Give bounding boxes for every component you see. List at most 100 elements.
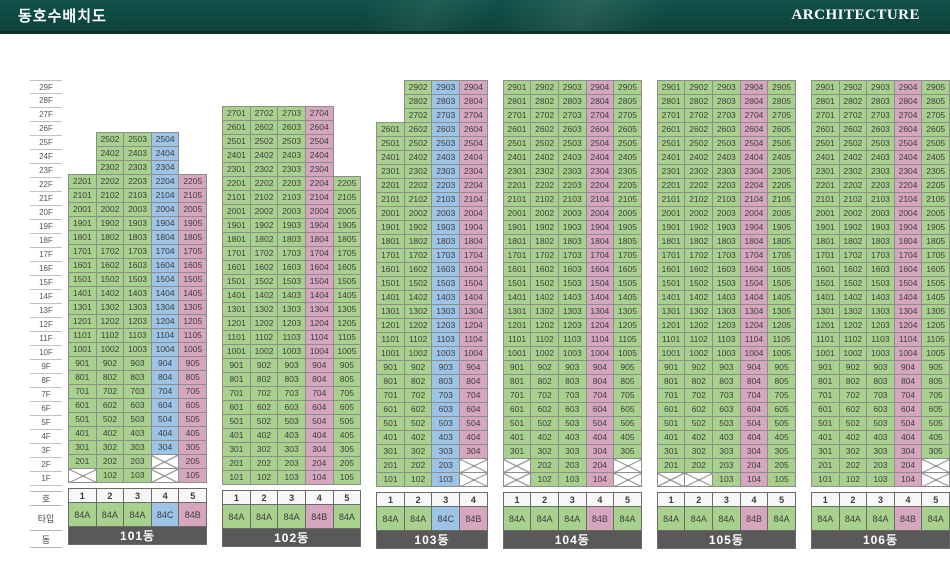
unit-cell: 1002: [684, 346, 714, 361]
unit-cell: 901: [222, 358, 251, 373]
unit-column-number: 3: [277, 490, 306, 505]
unit-cell: 1003: [866, 346, 895, 361]
unit-cell: 802: [530, 374, 559, 389]
header-bar: 동호수배치도 ARCHITECTURE: [0, 0, 950, 34]
unit-cell: 2802: [403, 94, 433, 109]
unit-cell: 1601: [502, 262, 532, 277]
unit-cell: 2101: [502, 192, 532, 207]
unit-cell: 1502: [249, 274, 279, 289]
unit-cell: 1205: [613, 318, 642, 333]
unit-column-number: 2: [403, 492, 433, 507]
unit-cell: 302: [530, 444, 559, 459]
empty-slot: [179, 133, 207, 147]
unit-cell: 1001: [810, 346, 840, 361]
unit-cell: 304: [459, 444, 488, 459]
floor-label: 6F: [30, 402, 62, 416]
unit-cell: 401: [656, 430, 686, 445]
building-name: 105동: [656, 530, 796, 549]
unit-cell: 1102: [95, 328, 125, 343]
unit-cell: 505: [332, 414, 362, 429]
unit-cell: 1405: [178, 286, 208, 301]
building-info-table: 1 2 3 4 5 84A 84A 84A 84B 84A 105동: [656, 492, 796, 549]
unit-cell: 1404: [304, 288, 334, 303]
unit-cell: 1901: [68, 216, 97, 231]
unit-cell: 605: [767, 402, 796, 417]
unit-cell: 905: [613, 360, 642, 375]
unit-cell: 1405: [613, 290, 642, 305]
unit-cell: 705: [178, 384, 208, 399]
unit-cell: 1405: [921, 290, 950, 305]
unit-cell: 1702: [249, 246, 279, 261]
unit-cell: 2004: [459, 206, 488, 221]
unit-cell: 1202: [249, 316, 279, 331]
unit-cell: 1402: [838, 290, 868, 305]
unit-cell: 2505: [613, 136, 642, 151]
unit-cell: 601: [502, 402, 532, 417]
unit-cell: 205: [767, 458, 796, 473]
unit-cell: 2001: [376, 206, 405, 221]
unit-type: 84A: [810, 506, 840, 531]
unit-cell: 2404: [893, 150, 923, 165]
unit-cell: 102: [249, 470, 279, 485]
unit-cell: 104: [585, 472, 615, 487]
unit-cell: 403: [431, 430, 461, 445]
unit-cell: 803: [866, 374, 895, 389]
unit-type: 84A: [712, 506, 741, 531]
unit-type: 84B: [585, 506, 615, 531]
unit-type: 84A: [249, 504, 279, 529]
unit-cell: 1705: [178, 244, 208, 259]
unit-cell: 1301: [376, 304, 405, 319]
unit-cell: 2504: [739, 136, 769, 151]
unit-cell: 1603: [123, 258, 152, 273]
unit-cell: 103: [277, 470, 306, 485]
unit-cell: 2303: [712, 164, 741, 179]
unit-cell: 2402: [249, 148, 279, 163]
unit-cell: 1701: [810, 248, 840, 263]
unit-cell: 1105: [332, 330, 362, 345]
unit-column-number: 2: [838, 492, 868, 507]
unit-cell: 2202: [95, 174, 125, 189]
unit-cell: 1801: [222, 232, 251, 247]
unit-cell: 2002: [530, 206, 559, 221]
unit-cell: 1705: [613, 248, 642, 263]
unit-cell: 2804: [893, 94, 923, 109]
unit-cell: 1301: [502, 304, 532, 319]
unit-cell: 1503: [431, 276, 461, 291]
unit-cell: 2104: [150, 188, 180, 203]
unit-cell: 2401: [376, 150, 405, 165]
unit-cell: 2005: [332, 204, 362, 219]
unit-cell: 2402: [684, 150, 714, 165]
unit-cell: 305: [767, 444, 796, 459]
unit-cell: 301: [810, 444, 840, 459]
unit-cell: 1305: [767, 304, 796, 319]
floor-label: 12F: [30, 318, 62, 332]
unit-cell: 2105: [332, 190, 362, 205]
unit-cell: 605: [921, 402, 950, 417]
unit-cell: 1703: [557, 248, 587, 263]
unit-cell: 2104: [739, 192, 769, 207]
unit-cell: 601: [810, 402, 840, 417]
unit-cell: 2802: [684, 94, 714, 109]
unit-cell: 2302: [530, 164, 559, 179]
unit-cell: 2504: [304, 134, 334, 149]
empty-slot: [69, 147, 97, 161]
unit-cell: 1204: [585, 318, 615, 333]
unit-cell: 2805: [613, 94, 642, 109]
unit-cell: 2802: [530, 94, 559, 109]
unit-cell: 1501: [810, 276, 840, 291]
unit-cell: 2904: [739, 80, 769, 95]
row-label-type: 타입: [30, 506, 62, 531]
unit-cell: 405: [178, 426, 208, 441]
unit-cell: 1003: [712, 346, 741, 361]
floor-label: 26F: [30, 122, 62, 136]
brand-logo: ARCHITECTURE: [791, 7, 920, 23]
unit-cell: 2901: [656, 80, 686, 95]
unit-cell: 2404: [150, 146, 180, 161]
unit-cell: 1703: [866, 248, 895, 263]
unit-cell: 2802: [838, 94, 868, 109]
unit-cell: 1801: [68, 230, 97, 245]
unit-cell: 2805: [921, 94, 950, 109]
unit-cell: 2804: [459, 94, 488, 109]
unit-cell: 103: [431, 472, 461, 487]
unit-cell: 704: [585, 388, 615, 403]
